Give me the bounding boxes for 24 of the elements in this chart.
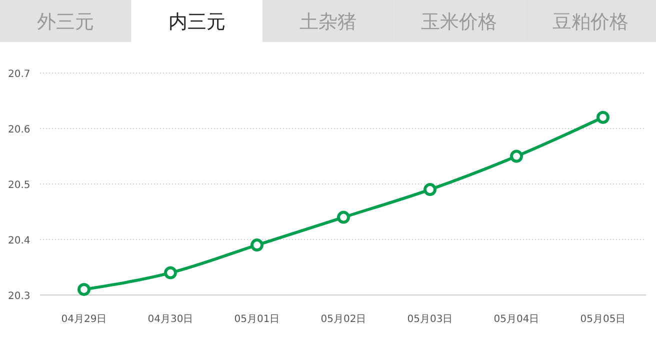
x-tick-label: 05月02日 [320,314,366,325]
x-tick-label: 04月29日 [61,314,107,325]
x-tick-label: 05月03日 [407,314,453,325]
point [250,238,264,252]
x-tick-label: 04月30日 [148,314,194,325]
text: 玉米价格 [421,11,498,33]
y-tick-label: 20.7 [8,69,30,80]
text: 豆粕价格 [552,11,628,33]
text: 外三元 [37,11,94,33]
text: 内三元 [168,11,226,33]
x-tick-label: 05月04日 [494,314,540,325]
y-tick-label: 20.4 [8,236,30,246]
y-tick-label: 20.6 [8,124,30,136]
point [164,266,177,280]
x-tick-label: 05月01日 [234,314,280,325]
point [424,183,436,196]
text: 土杂猪 [300,11,356,33]
point [510,150,523,163]
point [596,110,610,124]
y-tick-label: 20.5 [8,180,30,191]
point [337,210,350,224]
x-tick-label: 05月05日 [580,314,626,325]
y-tick-label: 20.3 [8,291,30,302]
point [78,282,90,296]
